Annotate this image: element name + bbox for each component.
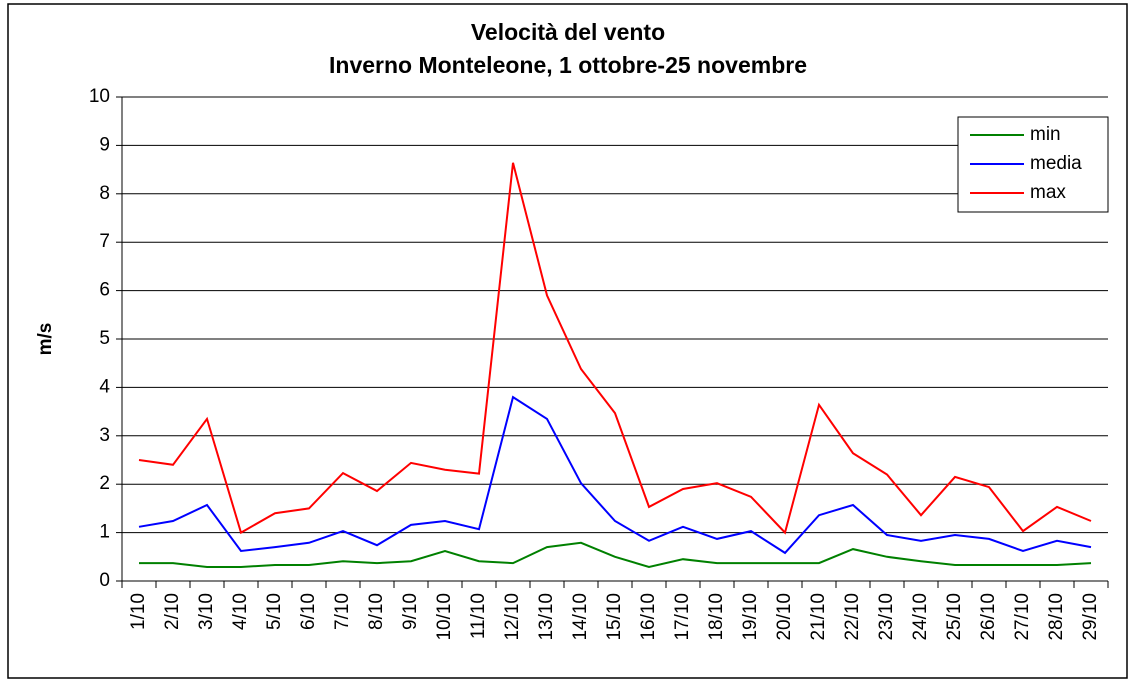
y-tick-label: 0 [99, 570, 110, 591]
x-tick-label: 25/10 [944, 593, 965, 641]
x-tick-label: 8/10 [366, 593, 387, 630]
x-tick-label: 18/10 [706, 593, 727, 641]
y-tick-label: 9 [99, 134, 110, 155]
y-tick-label: 8 [99, 183, 110, 204]
legend-label: min [1030, 124, 1061, 145]
x-tick-label: 28/10 [1046, 593, 1067, 641]
y-tick-label: 3 [99, 425, 110, 446]
y-tick-label: 6 [99, 280, 110, 301]
y-tick-label: 10 [89, 86, 110, 107]
chart-title: Velocità del vento [471, 19, 665, 45]
x-tick-label: 13/10 [536, 593, 557, 641]
x-tick-label: 2/10 [162, 593, 183, 630]
x-tick-label: 5/10 [264, 593, 285, 630]
series-line [139, 541, 1092, 569]
x-tick-label: 14/10 [570, 593, 591, 641]
x-tick-label: 27/10 [1012, 593, 1033, 641]
x-tick-label: 12/10 [502, 593, 523, 641]
x-tick-label: 4/10 [230, 593, 251, 630]
legend-label: media [1030, 153, 1082, 174]
x-tick-label: 17/10 [672, 593, 693, 641]
chart-subtitle: Inverno Monteleone, 1 ottobre-25 novembr… [329, 52, 807, 78]
y-tick-label: 7 [99, 231, 110, 252]
x-tick-label: 1/10 [128, 593, 149, 630]
y-axis-label: m/s [35, 323, 56, 356]
x-tick-label: 20/10 [774, 593, 795, 641]
x-tick-label: 6/10 [298, 593, 319, 630]
x-tick-label: 22/10 [842, 593, 863, 641]
x-tick-label: 3/10 [196, 593, 217, 630]
series-line [138, 395, 1092, 555]
x-tick-label: 10/10 [434, 593, 455, 641]
x-tick-label: 24/10 [910, 593, 931, 641]
x-tick-label: 19/10 [740, 593, 761, 641]
legend-label: max [1030, 182, 1066, 203]
x-tick-label: 11/10 [468, 593, 489, 639]
y-tick-label: 5 [99, 328, 110, 349]
x-tick-label: 16/10 [638, 593, 659, 641]
x-tick-label: 7/10 [332, 593, 353, 630]
y-tick-label: 2 [99, 473, 110, 494]
x-tick-label: 29/10 [1080, 593, 1101, 641]
x-tick-label: 23/10 [876, 593, 897, 641]
series-line [138, 162, 1092, 535]
y-tick-label: 4 [99, 376, 110, 397]
x-tick-label: 26/10 [978, 593, 999, 641]
y-tick-label: 1 [99, 522, 110, 543]
x-tick-label: 15/10 [604, 593, 625, 641]
x-tick-label: 9/10 [400, 593, 421, 630]
x-tick-label: 21/10 [808, 593, 829, 641]
